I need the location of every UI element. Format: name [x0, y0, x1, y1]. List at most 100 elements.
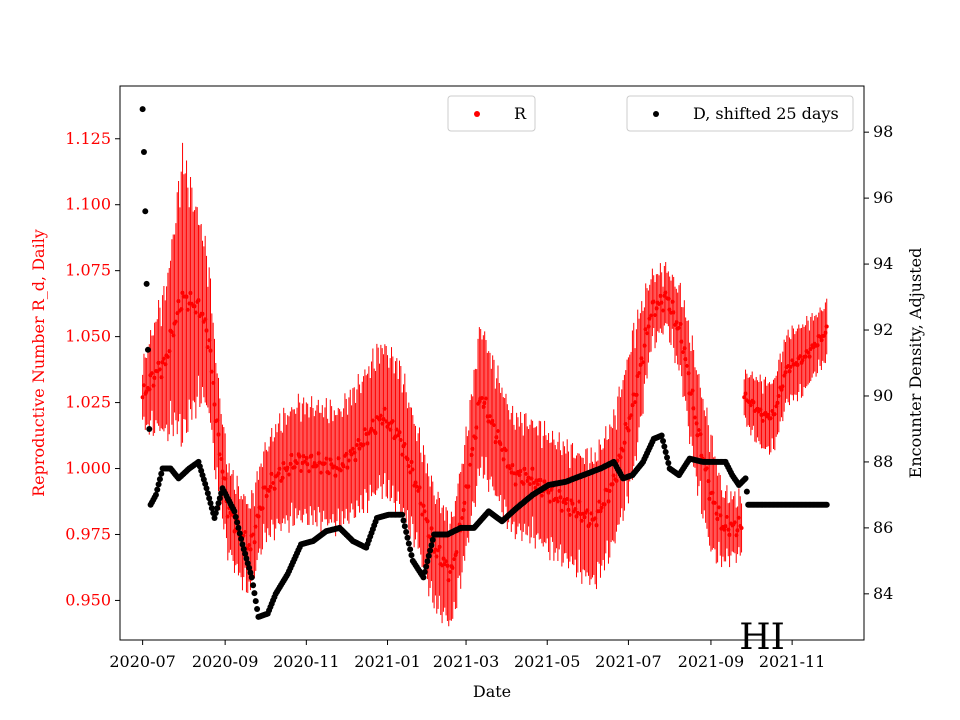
d-point	[232, 513, 239, 520]
state-annotation: HI	[739, 617, 785, 658]
d-point	[427, 547, 434, 554]
x-tick-label: 2020-09	[192, 652, 258, 671]
y-right-tick-label: 96	[873, 188, 893, 207]
d-point	[214, 505, 221, 512]
d-point	[235, 524, 242, 531]
d-point	[425, 552, 432, 559]
d-point	[254, 606, 261, 613]
x-tick-label: 2021-11	[759, 652, 825, 671]
d-point	[144, 346, 151, 353]
d-point	[156, 476, 163, 483]
y-left-tick-label: 1.000	[65, 459, 111, 478]
y-axis-right: 84 86 88 90 92 94 96 98	[864, 122, 893, 603]
legend-r-box	[447, 95, 536, 132]
d-point	[212, 510, 219, 517]
d-point	[238, 535, 245, 542]
y-left-tick-label: 1.075	[65, 261, 111, 280]
y-right-tick-label: 94	[873, 254, 893, 273]
d-point	[231, 508, 238, 515]
d-point	[204, 490, 211, 497]
d-point	[140, 148, 147, 155]
d-point	[251, 590, 258, 597]
d-point	[240, 546, 247, 553]
d-point	[660, 438, 667, 445]
d-point	[152, 491, 159, 498]
r-series	[140, 142, 829, 627]
d-point	[206, 495, 213, 502]
d-point	[142, 208, 149, 215]
r-point	[824, 324, 829, 329]
d-point	[423, 563, 430, 570]
y-left-tick-label: 1.025	[65, 393, 111, 412]
d-point	[399, 511, 406, 518]
d-point	[158, 470, 165, 477]
d-point	[236, 530, 243, 537]
y-right-tick-label: 86	[873, 518, 893, 537]
d-point	[203, 485, 210, 492]
d-point	[408, 552, 415, 559]
d-point	[823, 501, 830, 508]
r-point	[739, 525, 744, 530]
d-point	[243, 555, 250, 562]
x-axis-label: Date	[473, 682, 511, 701]
d-point	[428, 542, 435, 549]
d-point	[421, 568, 428, 575]
y-right-tick-label: 84	[873, 584, 893, 603]
y-left-tick-label: 1.050	[65, 327, 111, 346]
d-point	[742, 475, 749, 482]
x-tick-label: 2021-09	[678, 652, 744, 671]
d-point	[424, 558, 431, 565]
d-point	[143, 280, 150, 287]
y-right-tick-label: 92	[873, 320, 893, 339]
y-left-tick-label: 1.100	[65, 195, 111, 214]
d-point	[242, 550, 249, 557]
legend-d: D, shifted 25 days	[626, 95, 854, 132]
legend-d-box	[626, 95, 854, 132]
x-tick-label: 2021-05	[514, 652, 580, 671]
d-point	[215, 500, 222, 507]
y-right-tick-label: 90	[873, 386, 893, 405]
d-series	[139, 106, 830, 620]
d-point	[661, 443, 668, 450]
y-axis-right-label: Encounter Density, Adjusted	[906, 248, 925, 479]
d-point	[248, 574, 255, 581]
x-tick-label: 2021-07	[595, 652, 661, 671]
x-axis: 2020-07 2020-09 2020-11 2021-01 2021-03 2021-…	[109, 640, 825, 671]
d-point	[400, 517, 407, 524]
x-tick-label: 2021-03	[433, 652, 499, 671]
y-axis-left: 0.950 0.975 1.000 1.025 1.050 1.075 1.100 1.125	[65, 129, 120, 609]
d-point	[407, 546, 414, 553]
y-right-tick-label: 88	[873, 452, 893, 471]
d-point	[234, 519, 241, 526]
x-tick-label: 2021-01	[354, 652, 420, 671]
y-axis-left-label: Reproductive Number R_d, Daily	[29, 229, 48, 497]
x-tick-label: 2020-07	[109, 652, 175, 671]
d-point	[207, 500, 214, 507]
d-point	[208, 505, 215, 512]
d-point	[247, 569, 254, 576]
d-point	[252, 598, 259, 605]
d-point	[216, 495, 223, 502]
d-point	[146, 425, 153, 432]
d-point	[403, 529, 410, 536]
d-point	[239, 541, 246, 548]
y-right-tick-label: 98	[873, 122, 893, 141]
d-point	[405, 540, 412, 547]
x-tick-label: 2020-11	[273, 652, 339, 671]
y-left-tick-label: 0.950	[65, 590, 111, 609]
d-point	[139, 106, 146, 113]
legend-r-marker	[474, 111, 480, 117]
d-point	[401, 523, 408, 530]
d-point	[665, 460, 672, 467]
y-left-tick-label: 0.975	[65, 524, 111, 543]
legend-d-marker	[653, 111, 659, 117]
d-point	[743, 488, 750, 495]
d-point	[244, 560, 251, 567]
y-left-tick-label: 1.125	[65, 129, 111, 148]
legend-r-label: R	[514, 104, 527, 123]
d-point	[250, 582, 257, 589]
legend-d-label: D, shifted 25 days	[693, 104, 839, 123]
d-point	[246, 564, 253, 571]
plot-frame	[119, 85, 865, 641]
